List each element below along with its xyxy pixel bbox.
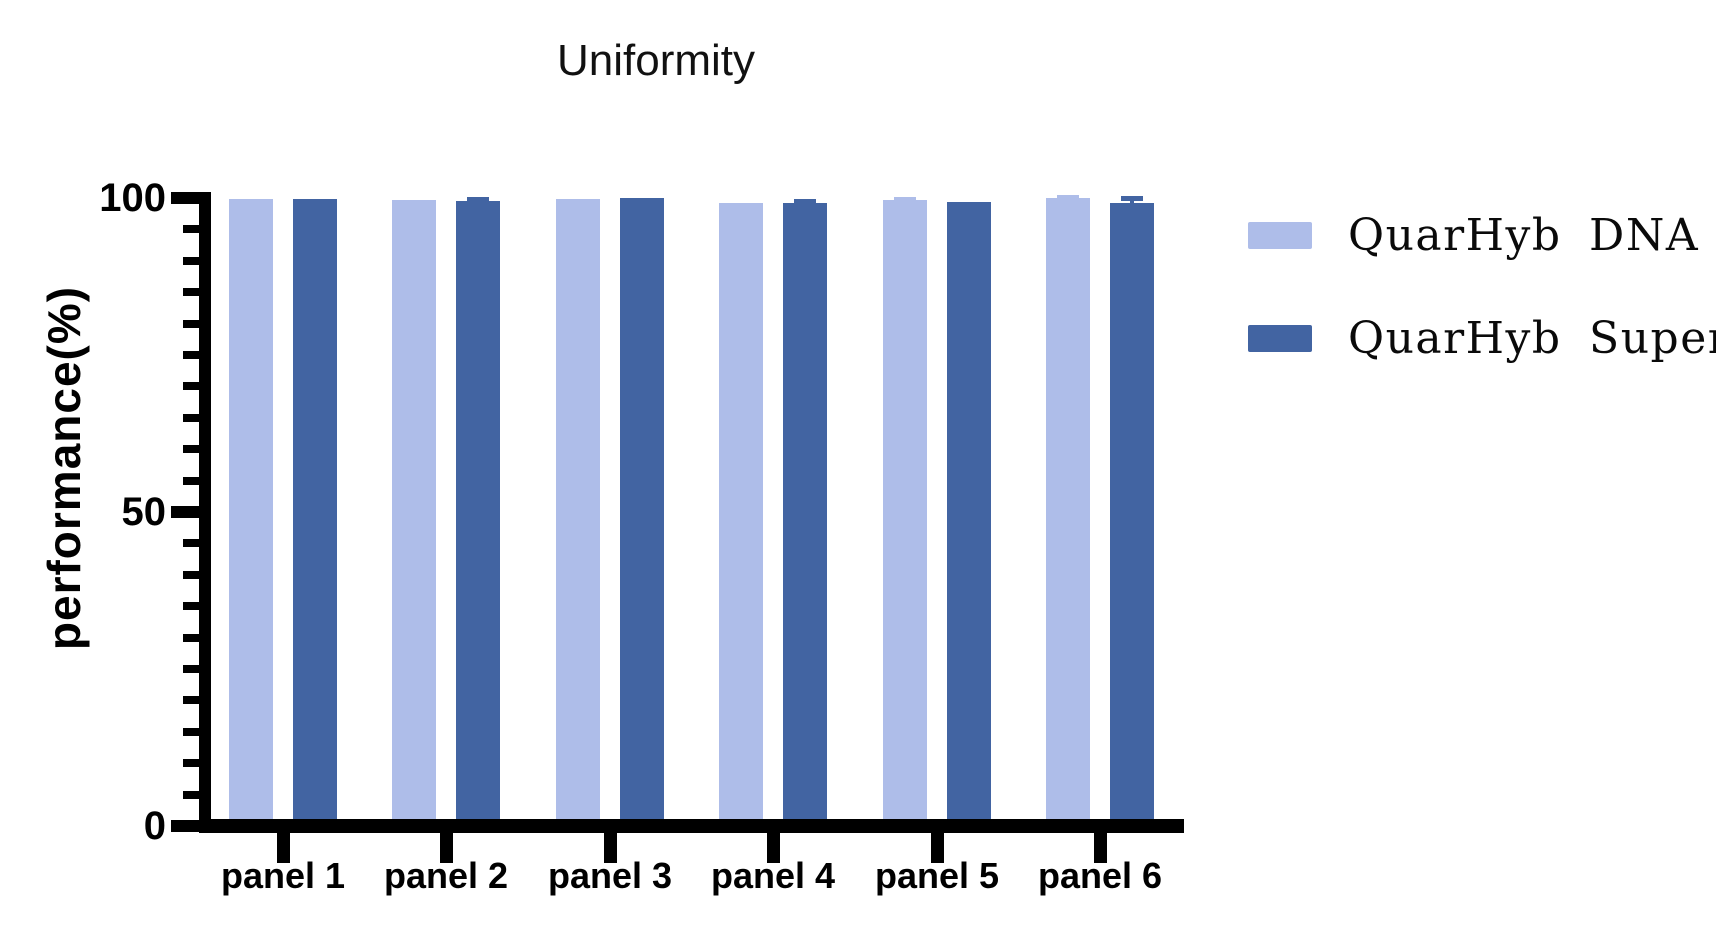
legend: QuarHyb DNA QuarHyb Super xyxy=(1248,210,1716,364)
bar-quarhyb-dna-panel-5 xyxy=(883,199,927,826)
y-minor-tick xyxy=(183,790,199,799)
x-tick xyxy=(1094,833,1107,863)
y-minor-tick xyxy=(183,539,199,548)
y-tick-label: 50 xyxy=(121,490,167,534)
y-minor-tick xyxy=(183,633,199,642)
bar-quarhyb-dna-panel-1 xyxy=(229,199,273,826)
error-bar xyxy=(1130,198,1134,207)
error-bar-cap xyxy=(1057,194,1079,200)
y-tick-label: 100 xyxy=(99,176,166,220)
y-minor-tick xyxy=(183,727,199,736)
y-minor-tick xyxy=(183,759,199,768)
bar-quarhyb-super-panel-2 xyxy=(456,201,500,826)
y-tick-label: 0 xyxy=(143,804,166,848)
legend-swatch-quarhyb-super xyxy=(1248,325,1312,352)
legend-item-quarhyb-dna: QuarHyb DNA xyxy=(1248,210,1716,261)
bar-quarhyb-dna-panel-2 xyxy=(392,199,436,826)
x-tick xyxy=(277,833,290,863)
y-minor-tick xyxy=(183,288,199,297)
y-major-tick xyxy=(171,506,199,518)
y-minor-tick xyxy=(183,413,199,422)
error-bar-cap xyxy=(467,196,489,202)
bar-quarhyb-super-panel-3 xyxy=(620,198,664,826)
y-minor-tick xyxy=(183,696,199,705)
bar-quarhyb-super-panel-1 xyxy=(293,198,337,826)
x-tick xyxy=(767,833,780,863)
x-tick xyxy=(604,833,617,863)
bar-quarhyb-super-panel-6 xyxy=(1110,203,1154,826)
y-minor-tick xyxy=(183,570,199,579)
y-minor-tick xyxy=(183,256,199,265)
bar-quarhyb-dna-panel-3 xyxy=(556,198,600,826)
bar-quarhyb-dna-panel-4 xyxy=(719,203,763,826)
y-minor-tick xyxy=(183,382,199,391)
y-minor-tick xyxy=(183,319,199,328)
y-major-tick xyxy=(171,192,199,204)
y-minor-tick xyxy=(183,225,199,234)
y-minor-tick xyxy=(183,665,199,673)
x-tick xyxy=(440,833,453,863)
y-major-tick xyxy=(171,820,199,832)
y-minor-tick xyxy=(183,476,199,485)
error-bar-cap xyxy=(894,196,916,202)
error-bar-cap xyxy=(794,199,816,205)
y-axis-title: performance(%) xyxy=(38,285,90,651)
bar-quarhyb-super-panel-4 xyxy=(783,203,827,826)
y-minor-tick xyxy=(183,445,199,454)
bar-quarhyb-super-panel-5 xyxy=(947,201,991,826)
legend-item-quarhyb-super: QuarHyb Super xyxy=(1248,313,1716,364)
legend-label-quarhyb-dna: QuarHyb DNA xyxy=(1348,210,1700,261)
y-minor-tick xyxy=(183,602,199,611)
y-axis-line xyxy=(199,192,211,833)
bar-quarhyb-dna-panel-6 xyxy=(1046,198,1090,826)
x-tick xyxy=(931,833,944,863)
legend-label-quarhyb-super: QuarHyb Super xyxy=(1348,313,1716,364)
legend-swatch-quarhyb-dna xyxy=(1248,222,1312,249)
y-minor-tick xyxy=(183,351,199,359)
chart-title: Uniformity xyxy=(556,36,756,85)
x-axis-line xyxy=(199,819,1184,833)
error-bar-cap xyxy=(1121,196,1143,201)
